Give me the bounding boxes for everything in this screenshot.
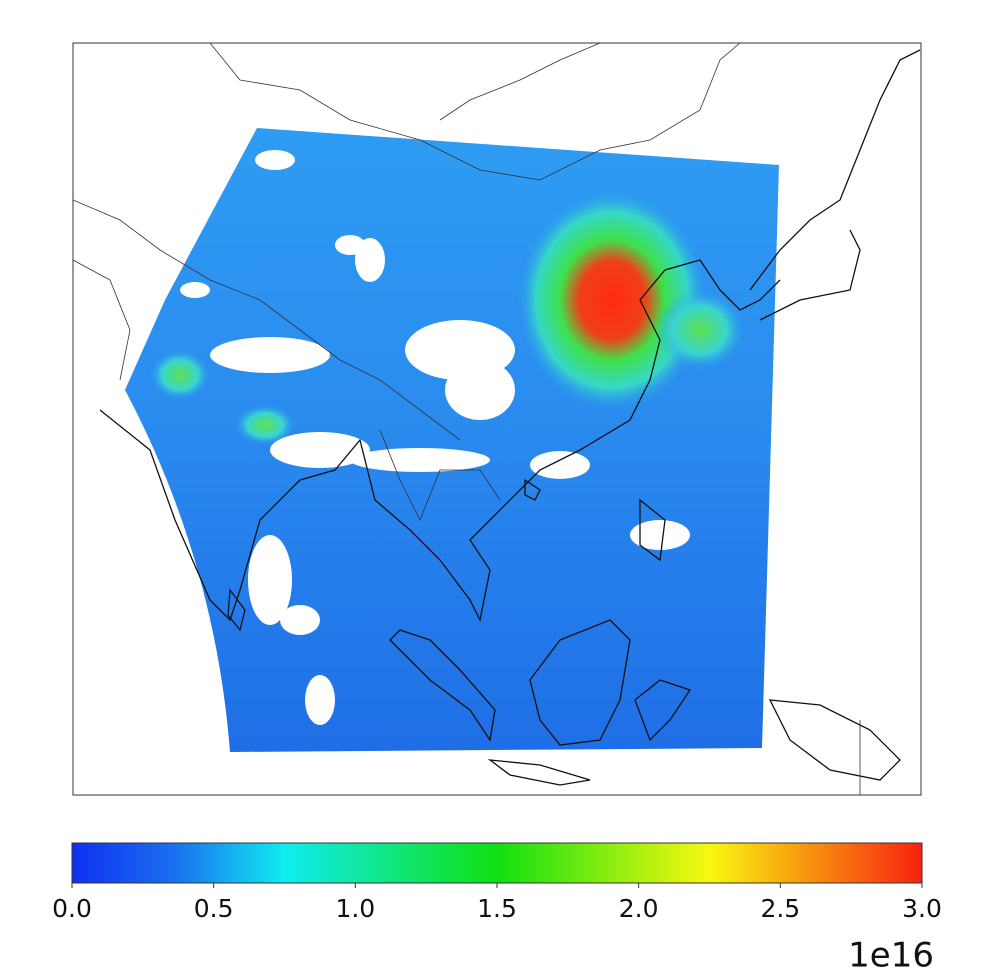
colorbar-tick-label: 0.0 — [52, 894, 92, 923]
colorbar-tick-label: 2.0 — [619, 894, 659, 923]
coastlines — [99, 49, 921, 786]
high-region — [517, 190, 707, 410]
data-swath — [125, 128, 779, 752]
high-region — [150, 350, 210, 400]
map — [73, 43, 921, 795]
colorbar-tick-label: 2.5 — [760, 894, 800, 923]
colorbar — [71, 842, 923, 884]
high-region — [655, 290, 745, 370]
colorbar-tick-label: 0.5 — [194, 894, 234, 923]
high-region — [235, 405, 295, 445]
colorbar-tick-label: 1.0 — [335, 894, 375, 923]
map-frame — [72, 42, 922, 796]
colorbar-multiplier: 1e16 — [848, 936, 934, 973]
borders — [73, 43, 861, 795]
clouds — [180, 150, 690, 725]
colorbar-tick-label: 1.5 — [477, 894, 517, 923]
colorbar-tick-label: 3.0 — [902, 894, 942, 923]
